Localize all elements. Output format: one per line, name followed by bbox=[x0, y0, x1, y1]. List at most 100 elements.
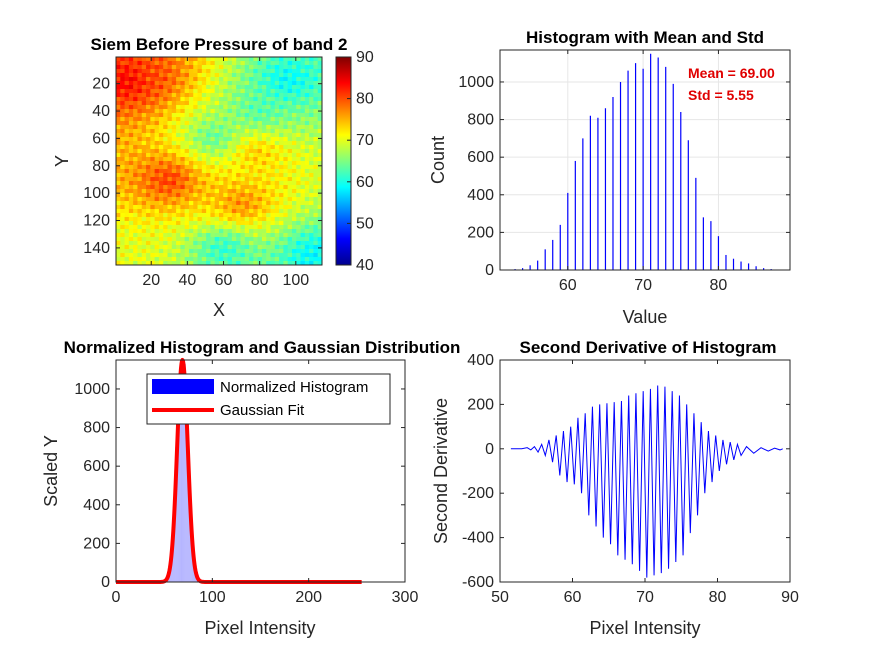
heatmap-cell bbox=[188, 145, 194, 150]
heatmap-cell bbox=[317, 253, 322, 258]
heatmap-cell bbox=[197, 73, 203, 78]
heatmap-cell bbox=[206, 181, 212, 186]
heatmap-cell bbox=[279, 61, 284, 66]
heatmap-cell bbox=[116, 169, 121, 174]
heatmap-cell bbox=[171, 237, 177, 242]
heatmap-cell bbox=[214, 245, 220, 250]
heatmap-cell bbox=[236, 153, 242, 158]
heatmap-cell bbox=[124, 157, 130, 162]
heatmap-cell bbox=[257, 77, 263, 82]
heatmap-cell bbox=[227, 205, 233, 210]
heatmap-cell bbox=[163, 85, 169, 90]
heatmap-x-tick-label: 80 bbox=[251, 272, 269, 289]
heatmap-cell bbox=[223, 225, 229, 230]
heatmap-cell bbox=[317, 173, 322, 178]
heatmap-cell bbox=[188, 109, 194, 114]
heatmap-cell bbox=[283, 229, 289, 234]
heatmap-cell bbox=[116, 113, 121, 118]
heatmap-cell bbox=[279, 65, 284, 70]
heatmap-cell bbox=[201, 89, 207, 94]
heatmap-cell bbox=[167, 125, 173, 130]
heatmap-cell bbox=[291, 61, 297, 66]
heatmap-cell bbox=[184, 73, 190, 78]
heatmap-cell bbox=[146, 245, 151, 250]
heatmap-cell bbox=[146, 61, 151, 66]
heatmap-cell bbox=[287, 105, 293, 110]
heatmap-cell bbox=[150, 137, 156, 142]
heatmap-cell bbox=[133, 105, 139, 110]
heatmap-cell bbox=[253, 181, 259, 186]
heatmap-cell bbox=[291, 149, 297, 154]
heatmap-cell bbox=[133, 217, 139, 222]
heatmap-cell bbox=[158, 121, 164, 126]
heatmap-cell bbox=[210, 89, 216, 94]
heatmap-cell bbox=[154, 69, 160, 74]
heatmap-cell bbox=[146, 93, 151, 98]
heatmap-cell bbox=[158, 81, 164, 86]
heatmap-cell bbox=[279, 89, 284, 94]
heatmap-cell bbox=[128, 217, 134, 222]
heatmap-cell bbox=[197, 129, 203, 134]
heatmap-cell bbox=[124, 253, 130, 258]
histogram-x-ticks: 60 70 80 bbox=[559, 50, 727, 294]
heatmap-cell bbox=[236, 173, 242, 178]
heatmap-cell bbox=[133, 189, 139, 194]
heatmap-cell bbox=[287, 229, 293, 234]
heatmap-cell bbox=[236, 85, 242, 90]
heatmap-cell bbox=[171, 257, 177, 262]
heatmap-cell bbox=[120, 141, 126, 146]
heatmap-cell bbox=[128, 173, 134, 178]
heatmap-cell bbox=[240, 117, 246, 122]
heatmap-cell bbox=[279, 101, 284, 106]
heatmap-cell bbox=[116, 65, 121, 70]
heatmap-cell bbox=[231, 229, 237, 234]
heatmap-cell bbox=[188, 201, 194, 206]
heatmap-cell bbox=[291, 233, 297, 238]
heatmap-cell bbox=[197, 257, 203, 262]
heatmap-cell bbox=[197, 165, 203, 170]
heatmap-cell bbox=[188, 105, 194, 110]
heatmap-cell bbox=[300, 165, 306, 170]
heatmap-cell bbox=[279, 177, 284, 182]
heatmap-cell bbox=[317, 161, 322, 166]
heatmap-cell bbox=[176, 169, 181, 174]
heatmap-cell bbox=[184, 157, 190, 162]
heatmap-cell bbox=[274, 125, 280, 130]
heatmap-cell bbox=[270, 193, 276, 198]
heatmap-cell bbox=[317, 125, 322, 130]
heatmap-cell bbox=[150, 161, 156, 166]
heatmap-cell bbox=[210, 189, 216, 194]
heatmap-cell bbox=[210, 177, 216, 182]
heatmap-cell bbox=[244, 181, 250, 186]
heatmap-cell bbox=[128, 249, 134, 254]
heatmap-cell bbox=[244, 133, 250, 138]
heatmap-cell bbox=[231, 169, 237, 174]
heatmap-cell bbox=[167, 253, 173, 258]
heatmap-cell bbox=[270, 165, 276, 170]
heatmap-cell bbox=[180, 101, 186, 106]
heatmap-cell bbox=[137, 57, 143, 62]
heatmap-cell bbox=[150, 101, 156, 106]
heatmap-cell bbox=[154, 129, 160, 134]
heatmap-cell bbox=[313, 221, 319, 226]
heatmap-cell bbox=[193, 261, 199, 265]
heatmap-cell bbox=[313, 93, 319, 98]
heatmap-cell bbox=[158, 105, 164, 110]
heatmap-cell bbox=[167, 73, 173, 78]
heatmap-cell bbox=[210, 169, 216, 174]
heatmap-cell bbox=[146, 81, 151, 86]
legend-swatch-histogram bbox=[152, 379, 214, 394]
heatmap-cell bbox=[300, 89, 306, 94]
heatmap-cell bbox=[231, 117, 237, 122]
heatmap-cell bbox=[309, 257, 315, 262]
heatmap-cell bbox=[231, 189, 237, 194]
heatmap-cell bbox=[257, 145, 263, 150]
heatmap-cell bbox=[249, 193, 254, 198]
heatmap-cell bbox=[133, 113, 139, 118]
heatmap-cell bbox=[253, 69, 259, 74]
heatmap-cell bbox=[283, 165, 289, 170]
heatmap-cell bbox=[133, 65, 139, 70]
heatmap-cell bbox=[137, 121, 143, 126]
heatmap-cell bbox=[158, 89, 164, 94]
heatmap-cell bbox=[184, 225, 190, 230]
